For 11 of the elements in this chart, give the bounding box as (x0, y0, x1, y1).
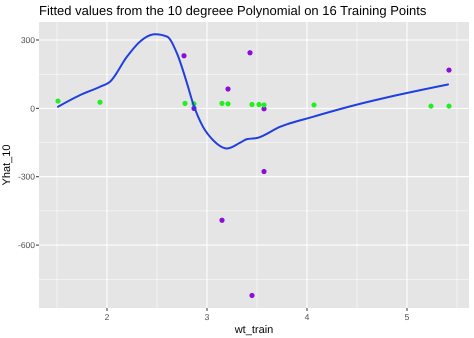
x-tick-label: 5 (404, 312, 410, 322)
y-axis-title: Yhat_10 (1, 144, 13, 186)
x-tick-label: 4 (304, 312, 310, 322)
y-tick-label: -300 (18, 172, 36, 182)
x-tick-label: 3 (204, 312, 210, 322)
x-tick-label: 2 (104, 312, 110, 322)
y-tick-label: 0 (30, 103, 36, 114)
x-axis-title: wt_train (234, 324, 274, 336)
chart-title: Fitted values from the 10 degreee Polynomial on 16 Training Points (39, 3, 427, 18)
y-tick-label: 300 (20, 35, 36, 46)
y-tick-label: -600 (18, 240, 36, 250)
